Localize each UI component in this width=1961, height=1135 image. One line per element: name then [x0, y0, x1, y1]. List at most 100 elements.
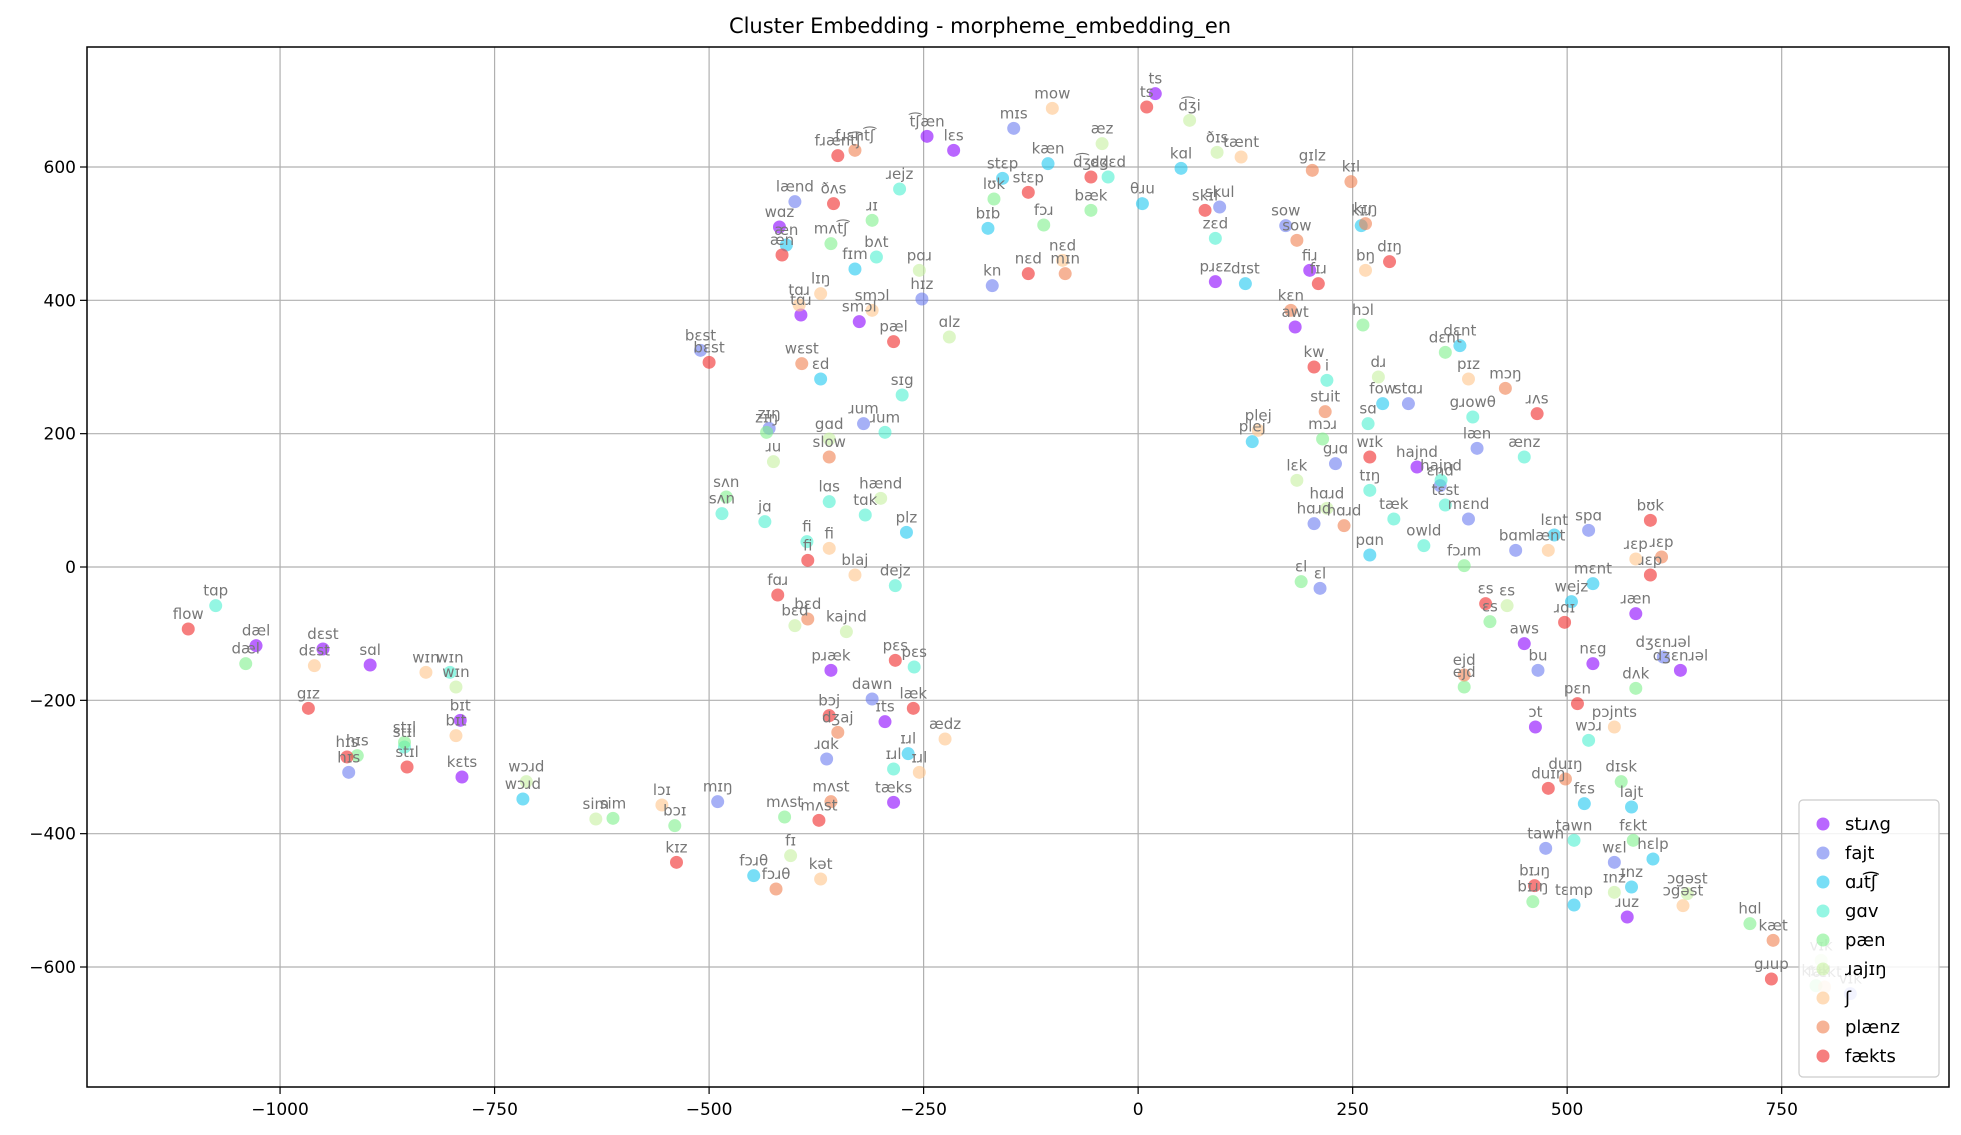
scatter-point — [1037, 218, 1051, 232]
scatter-point — [1626, 833, 1640, 847]
scatter-point — [779, 238, 793, 252]
point-label: ɛs — [1499, 582, 1515, 600]
point-label: kɪŋ — [1354, 200, 1378, 218]
x-tick-label: 250 — [1336, 1100, 1368, 1120]
scatter-point — [800, 535, 814, 549]
point-label: pæl — [879, 318, 907, 336]
point-label: fɛs — [1574, 780, 1595, 798]
point-label: bɛst — [693, 338, 724, 356]
point-label: dɛnt — [1429, 328, 1462, 346]
scatter-point — [831, 725, 845, 739]
point-label: tænt — [1223, 133, 1259, 151]
scatter-point — [1643, 513, 1657, 527]
point-label: ts — [1140, 83, 1154, 101]
scatter-point — [1620, 910, 1634, 924]
point-label: i — [1325, 356, 1329, 374]
legend-marker — [1816, 1049, 1830, 1063]
x-tick-label: −750 — [471, 1100, 518, 1120]
scatter-point — [400, 760, 414, 774]
x-tick-label: 750 — [1765, 1100, 1797, 1120]
scatter-point — [766, 455, 780, 469]
scatter-point — [784, 849, 798, 863]
legend-label: fajt — [1845, 843, 1874, 864]
point-label: mow — [1034, 84, 1070, 102]
scatter-point — [1305, 163, 1319, 177]
scatter-point — [443, 665, 457, 679]
point-label: wɛst — [785, 340, 819, 358]
point-label: ðɪs — [1206, 128, 1229, 146]
scatter-point — [839, 625, 853, 639]
point-label: ɹɛp — [1650, 533, 1674, 551]
point-label: fɑɹ — [767, 571, 788, 589]
point-label: stɛp — [987, 154, 1018, 172]
point-label: spɑ — [1575, 506, 1602, 524]
scatter-point — [449, 680, 463, 694]
scatter-point — [1466, 410, 1480, 424]
scatter-point — [1470, 441, 1484, 455]
scatter-point — [1307, 360, 1321, 374]
scatter-point — [1528, 879, 1542, 893]
scatter-point — [1361, 417, 1375, 431]
scatter-point — [887, 335, 901, 349]
point-label: ɛl — [1295, 558, 1307, 576]
scatter-point — [1461, 512, 1475, 526]
point-label: wɑz — [765, 203, 795, 221]
scatter-point — [711, 795, 725, 809]
scatter-point — [1500, 599, 1514, 613]
scatter-point — [1567, 833, 1581, 847]
scatter-point — [1251, 423, 1265, 437]
scatter-point — [888, 653, 902, 667]
scatter-point — [1328, 457, 1342, 471]
scatter-point — [1558, 615, 1572, 629]
scatter-point — [801, 612, 815, 626]
point-label: ɪnz — [1603, 868, 1626, 886]
scatter-point — [1021, 267, 1035, 281]
scatter-point — [1541, 543, 1555, 557]
point-label: dawn — [852, 675, 893, 693]
point-label: jɑ — [757, 498, 772, 516]
scatter-point — [1607, 885, 1621, 899]
point-label: fɪm — [842, 245, 867, 263]
point-label: gɑd — [815, 415, 844, 433]
scatter-point — [1135, 197, 1149, 211]
scatter-point — [1290, 233, 1304, 247]
scatter-point — [1509, 543, 1523, 557]
point-label: sim — [600, 794, 627, 812]
point-label: ɪɹl — [911, 748, 927, 766]
scatter-point — [1531, 663, 1545, 677]
scatter-point — [848, 143, 862, 157]
scatter-point — [1284, 303, 1298, 317]
scatter-point — [307, 659, 321, 673]
point-label: bɑm — [1499, 526, 1533, 544]
scatter-point — [301, 701, 315, 715]
scatter-point — [1208, 231, 1222, 245]
point-label: hɪz — [910, 275, 933, 293]
point-label: kɪɹ — [1351, 202, 1371, 220]
legend-marker — [1816, 846, 1830, 860]
point-label: duɪŋ — [1531, 764, 1565, 782]
scatter-point — [1517, 637, 1531, 651]
point-label: gɹɑ — [1323, 440, 1348, 458]
legend-label: ɑɹt͡ʃ — [1845, 870, 1880, 893]
scatter-point — [1764, 972, 1778, 986]
point-label: mɔŋ — [1489, 364, 1521, 382]
point-label: stɪl — [393, 718, 416, 736]
point-label: fi — [802, 518, 811, 536]
scatter-point — [1387, 512, 1401, 526]
scatter-point — [181, 622, 195, 636]
point-label: gɹowθ — [1450, 393, 1496, 411]
scatter-point — [869, 250, 883, 264]
point-label: ɹum — [848, 400, 878, 418]
legend-marker — [1816, 875, 1830, 889]
scatter-point — [1356, 318, 1370, 332]
point-label: fiɹ — [1302, 246, 1318, 264]
point-label: tɑɹ — [790, 291, 812, 309]
scatter-point — [1288, 320, 1302, 334]
point-label: mɪŋ — [703, 778, 733, 796]
point-label: fɔɹθ — [762, 865, 791, 883]
point-label: læk — [900, 684, 928, 702]
point-label: bu — [1528, 646, 1547, 664]
scatter-point — [996, 171, 1010, 185]
scatter-point — [449, 729, 463, 743]
point-label: dɛst — [299, 642, 330, 660]
